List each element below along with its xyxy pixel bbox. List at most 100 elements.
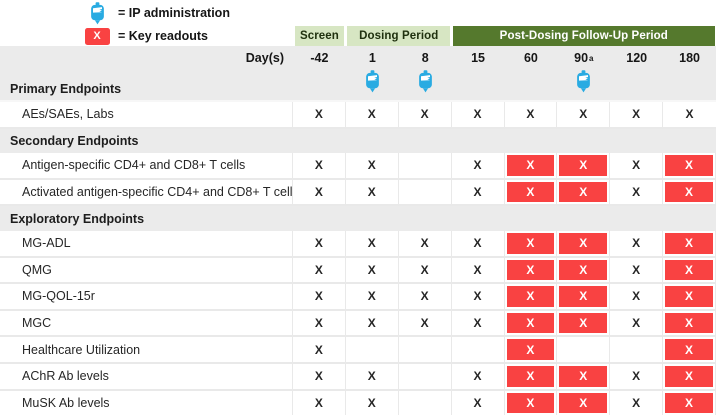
key-readout-cell: X bbox=[557, 390, 611, 415]
key-readout-cell: X bbox=[505, 230, 558, 256]
readout-cell: X bbox=[346, 153, 399, 178]
readout-cell: X bbox=[452, 230, 505, 256]
readout-cell: X bbox=[293, 179, 346, 205]
key-readout-box: X bbox=[506, 181, 555, 203]
key-readout-cell: X bbox=[557, 257, 611, 283]
period-post-dosing: Post-Dosing Follow-Up Period bbox=[453, 26, 715, 46]
endpoint-row: MG-QOL-15r X X X X X X X X bbox=[0, 284, 716, 311]
empty-icon-cell bbox=[293, 70, 346, 100]
readout-cell: X bbox=[346, 390, 399, 415]
icon-row: Primary Endpoints bbox=[0, 70, 716, 102]
key-readout-cell: X bbox=[663, 284, 716, 309]
section-row: Exploratory Endpoints bbox=[0, 206, 716, 231]
readout-cell: X bbox=[610, 257, 664, 283]
key-readout-box: X bbox=[506, 259, 555, 281]
empty-icon-cell bbox=[505, 70, 558, 100]
empty-cell bbox=[399, 337, 452, 362]
day-header: 180 bbox=[679, 51, 700, 65]
section-row: Secondary Endpoints bbox=[0, 128, 716, 154]
key-readout-cell: X bbox=[557, 153, 611, 178]
endpoint-row: MuSK Ab levels X X X X X X X bbox=[0, 390, 716, 415]
key-readout-box: X bbox=[506, 286, 555, 307]
key-readout-cell: X bbox=[557, 363, 611, 389]
readout-cell: X bbox=[452, 310, 505, 336]
key-readout-cell: X bbox=[663, 230, 716, 256]
endpoint-label: AChR Ab levels bbox=[0, 363, 293, 389]
readout-cell: X bbox=[452, 390, 505, 415]
day-header: 90 a bbox=[574, 51, 594, 65]
key-readout-box: X bbox=[506, 155, 555, 176]
key-readout-cell: X bbox=[557, 310, 611, 336]
endpoint-row: Healthcare Utilization X X X bbox=[0, 337, 716, 364]
endpoint-label: MGC bbox=[0, 310, 293, 336]
key-readout-cell: X bbox=[505, 179, 558, 205]
day-header: 60 bbox=[523, 51, 538, 65]
key-readout-cell: X bbox=[505, 284, 558, 309]
readout-cell: X bbox=[452, 284, 505, 309]
endpoint-row: Antigen-specific CD4+ and CD8+ T cells X X… bbox=[0, 153, 716, 180]
readout-cell: X bbox=[610, 310, 664, 336]
key-readout-box: X bbox=[559, 259, 608, 281]
readout-cell: X bbox=[610, 363, 664, 389]
endpoint-label: AEs/SAEs, Labs bbox=[0, 102, 293, 127]
endpoint-label: MG-QOL-15r bbox=[0, 284, 293, 309]
empty-cell bbox=[399, 390, 452, 415]
key-readout-box: X bbox=[665, 232, 713, 254]
readout-cell: X bbox=[399, 102, 452, 127]
legend-readouts-label: = Key readouts bbox=[118, 29, 208, 43]
endpoint-row: AEs/SAEs, Labs X X X X X X X X bbox=[0, 102, 716, 129]
schedule-table-body: AEs/SAEs, Labs X X X X X X X X Secondary Endpoint… bbox=[0, 102, 716, 415]
readout-cell: X bbox=[293, 390, 346, 415]
legend-ip-row: = IP administration bbox=[84, 1, 230, 25]
readout-cell: X bbox=[346, 179, 399, 205]
readout-cell: X bbox=[293, 257, 346, 283]
key-readout-cell: X bbox=[557, 179, 611, 205]
empty-cell bbox=[610, 337, 664, 362]
key-readout-box: X bbox=[665, 392, 713, 414]
endpoint-row: MGC X X X X X X X X bbox=[0, 310, 716, 338]
key-readout-cell: X bbox=[505, 153, 558, 178]
readout-cell: X bbox=[293, 310, 346, 336]
key-readout-cell: X bbox=[505, 257, 558, 283]
key-readout-cell: X bbox=[663, 179, 716, 205]
key-readout-cell: X bbox=[663, 363, 716, 389]
empty-icon-cell bbox=[663, 70, 716, 100]
empty-cell bbox=[557, 337, 611, 362]
endpoint-row: MG-ADL X X X X X X X X bbox=[0, 230, 716, 258]
readout-cell: X bbox=[610, 230, 664, 256]
iv-bag-icon bbox=[399, 70, 452, 100]
day-header: 8 bbox=[421, 51, 429, 65]
endpoint-label: MG-ADL bbox=[0, 230, 293, 256]
key-readout-cell: X bbox=[663, 390, 716, 415]
readout-cell: X bbox=[293, 363, 346, 389]
key-readout-box: X bbox=[559, 181, 608, 203]
endpoint-label: Activated antigen-specific CD4+ and CD8+… bbox=[0, 179, 293, 205]
readout-cell: X bbox=[452, 363, 505, 389]
readout-cell: X bbox=[452, 102, 505, 127]
key-readout-box: X bbox=[559, 286, 608, 307]
day-header: -42 bbox=[310, 51, 329, 65]
readout-cell: X bbox=[293, 153, 346, 178]
key-readout-cell: X bbox=[505, 310, 558, 336]
empty-cell bbox=[399, 153, 452, 178]
key-readout-cell: X bbox=[505, 363, 558, 389]
days-row: Day(s) -42 1 8 15 60 90 a 120 180 bbox=[0, 46, 716, 70]
key-readout-icon: X bbox=[84, 27, 110, 45]
key-readout-box: X bbox=[506, 312, 555, 334]
readout-cell: X bbox=[557, 102, 611, 127]
readout-cell: X bbox=[346, 310, 399, 336]
key-readout-box: X bbox=[506, 392, 555, 414]
day-header: 120 bbox=[626, 51, 648, 65]
endpoint-row: QMG X X X X X X X X bbox=[0, 257, 716, 285]
key-readout-box: X bbox=[665, 365, 713, 387]
readout-cell: X bbox=[610, 102, 664, 127]
key-readout-box: X bbox=[559, 392, 608, 414]
key-readout-box: X bbox=[665, 286, 713, 307]
iv-bag-icon bbox=[84, 1, 110, 25]
days-label: Day(s) bbox=[245, 51, 284, 65]
empty-cell bbox=[452, 337, 505, 362]
key-readout-box: X bbox=[559, 312, 608, 334]
empty-cell bbox=[399, 179, 452, 205]
key-readout-box: X bbox=[506, 365, 555, 387]
